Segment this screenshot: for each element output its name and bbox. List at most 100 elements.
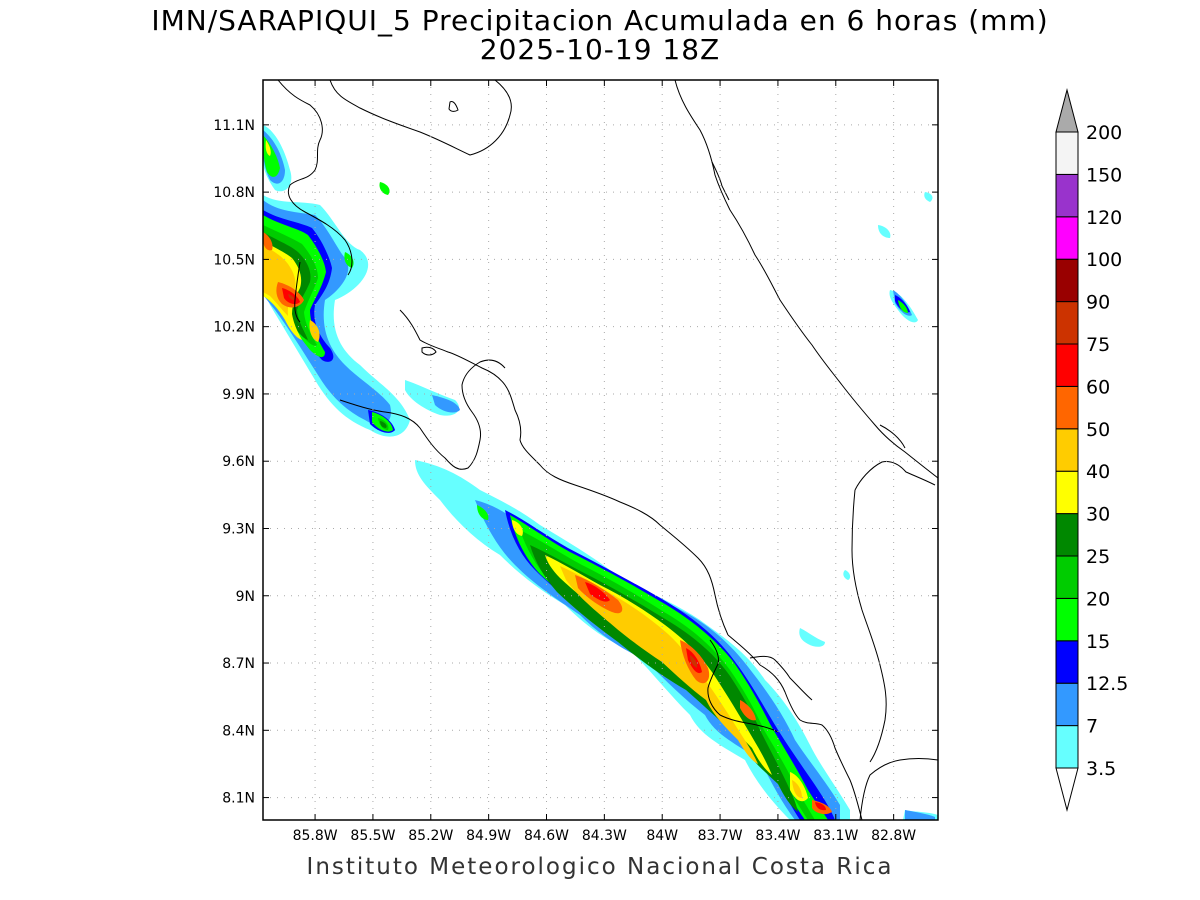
lat-tick-label: 10.8N [213, 185, 255, 201]
colorbar-upper-arrow [1055, 88, 1079, 133]
border-cr-panama-north [711, 161, 730, 201]
precip-gold-mid [560, 566, 758, 764]
colorbar-lower-arrow [1055, 767, 1079, 812]
colorbar-swatch [1055, 258, 1079, 303]
colorbar-level-label: 30 [1086, 504, 1110, 526]
lat-tick-label: 9N [236, 589, 255, 605]
lon-tick-label: 84.3W [582, 828, 627, 844]
colorbar-level-label: 75 [1086, 334, 1110, 356]
colorbar-swatch [1055, 597, 1079, 642]
lon-tick-label: 85.5W [350, 828, 395, 844]
precipitation-field [263, 125, 938, 820]
coastline-caribbean [674, 80, 938, 479]
coastline-nicoya-gulf [399, 309, 729, 636]
precip-red-south [815, 802, 826, 811]
lat-tick-label: 8.7N [222, 656, 255, 672]
colorbar-swatch [1055, 640, 1079, 684]
map-gridlines [263, 80, 938, 820]
lat-tick-label: 9.3N [222, 521, 255, 537]
coastline-bocas [854, 461, 936, 491]
coastline-island-a [448, 101, 459, 112]
precip-gold-south [792, 780, 802, 798]
precip-dgreen-patch-a [380, 421, 387, 428]
coastline-panama-east [851, 489, 887, 763]
coastline-burica [859, 758, 938, 820]
coastline-nicoya-peninsula [339, 359, 506, 470]
longitude-ticks: 85.8W 85.5W 85.2W 84.9W 84.6W 84.3W 84W 83.7W 83… [293, 80, 916, 844]
coastline-osa [727, 634, 863, 820]
precip-gold-patch-a [309, 320, 320, 342]
precip-green-patch-e [379, 182, 390, 195]
map-area [263, 80, 938, 820]
precip-cyan-patch-c [843, 570, 851, 580]
colorbar-swatch [1055, 385, 1079, 430]
colorbar-swatch [1055, 301, 1079, 345]
lon-tick-label: 82.8W [871, 828, 916, 844]
colorbar-swatch [1055, 343, 1079, 387]
colorbar-legend: 3.5 7 12.5 15 20 25 30 40 50 60 75 90 100 120 150 200 [1055, 88, 1128, 812]
precip-yellow-north [265, 140, 271, 156]
lat-tick-label: 10.2N [213, 320, 255, 336]
colorbar-swatch [1055, 513, 1079, 557]
colorbar-level-label: 15 [1086, 631, 1110, 653]
lon-tick-label: 83.4W [755, 828, 800, 844]
lat-tick-label: 9.6N [222, 454, 255, 470]
precip-green-patch-d [344, 252, 354, 268]
colorbar-level-label: 20 [1086, 588, 1110, 610]
colorbar-level-label: 120 [1086, 207, 1122, 229]
map-title: IMN/SARAPIQUI_5 Precipitacion Acumulada … [151, 4, 1049, 37]
coastline-lake-nicaragua [277, 80, 353, 276]
precip-orange-northwest [263, 232, 273, 251]
lon-tick-label: 85.2W [408, 828, 453, 844]
lon-tick-label: 83.7W [698, 828, 743, 844]
lon-tick-label: 85.8W [293, 828, 338, 844]
lat-tick-label: 8.1N [222, 791, 255, 807]
credit-footer: Instituto Meteorologico Nacional Costa R… [306, 854, 894, 880]
colorbar-level-label: 7 [1086, 716, 1098, 738]
precip-darkred-nw [288, 294, 295, 300]
precip-red-mid [585, 582, 610, 602]
colorbar-level-label: 150 [1086, 164, 1122, 186]
precip-darkred-east [690, 655, 698, 668]
colorbar-level-label: 200 [1086, 122, 1122, 144]
precip-green-patch-c [898, 300, 908, 313]
map-subtitle: 2025-10-19 18Z [479, 33, 721, 66]
lon-tick-label: 84.6W [524, 828, 569, 844]
colorbar-level-label: 50 [1086, 419, 1110, 441]
colorbar-level-label: 40 [1086, 461, 1110, 483]
precip-orange-se [740, 700, 756, 721]
colorbar-swatch [1055, 173, 1079, 218]
colorbar-level-label: 100 [1086, 249, 1122, 271]
coastline-panama-north-arc [879, 424, 906, 449]
coastline-north-gulf [329, 80, 512, 156]
colorbar-swatch [1055, 682, 1079, 727]
lat-tick-label: 11.1N [213, 118, 255, 134]
colorbar-swatch [1055, 216, 1079, 260]
lat-tick-label: 9.9N [222, 387, 255, 403]
coastline-island-b [421, 346, 437, 356]
coastlines [277, 80, 938, 820]
lat-tick-label: 8.4N [222, 723, 255, 739]
lon-tick-label: 84.9W [466, 828, 511, 844]
border-cr-panama-south [707, 639, 779, 733]
border-cr-nicaragua [294, 261, 301, 323]
lon-tick-label: 83.1W [813, 828, 858, 844]
colorbar-level-label: 3.5 [1086, 758, 1116, 780]
precip-blue-patch-a [432, 395, 460, 413]
latitude-ticks: 11.1N 10.8N 10.5N 10.2N 9.9N 9.6N 9.3N 9N 8.7N 8.… [213, 118, 938, 807]
lat-tick-label: 10.5N [213, 252, 255, 268]
precip-blue-patch-c [905, 810, 935, 820]
colorbar-level-label: 12.5 [1086, 673, 1128, 695]
precip-cyan-patch-f [924, 192, 933, 202]
colorbar-level-label: 90 [1086, 292, 1110, 314]
precip-cyan-patch-b [799, 628, 825, 647]
precip-yellow-south [790, 772, 808, 802]
colorbar-swatch [1055, 470, 1079, 515]
lon-tick-label: 84W [646, 828, 678, 844]
precip-yellow-patch-a [512, 520, 523, 536]
colorbar-swatch [1055, 725, 1079, 769]
precip-green-patch-b [477, 505, 489, 520]
colorbar-level-label: 60 [1086, 376, 1110, 398]
